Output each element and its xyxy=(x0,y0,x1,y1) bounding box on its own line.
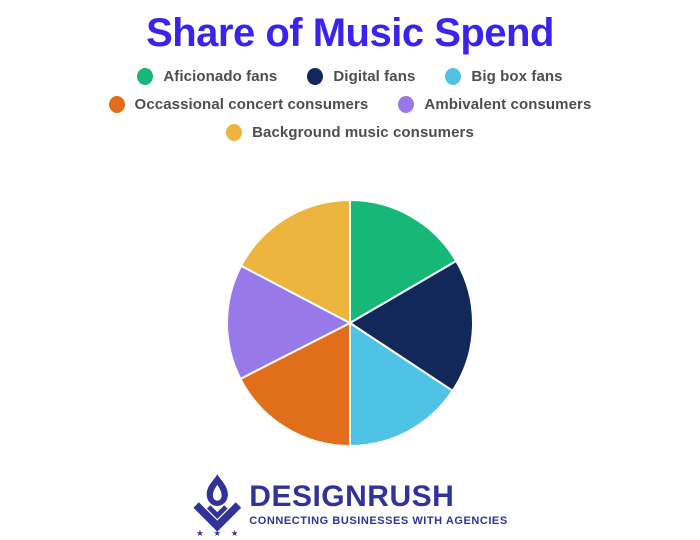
legend-color-dot xyxy=(226,124,243,141)
pie-slice-3 xyxy=(239,322,351,447)
legend-label: Big box fans xyxy=(471,68,563,85)
legend-item: Ambivalent consumers xyxy=(398,96,591,113)
pie-slice-5 xyxy=(240,199,351,324)
designrush-logo: ★ ★ ★ DESIGNRUSH CONNECTING BUSINESSES W… xyxy=(192,473,507,537)
pie-slice-0 xyxy=(349,199,458,324)
legend: Aficionado fans Digital fans Big box fans O… xyxy=(0,68,700,141)
legend-color-dot xyxy=(137,68,154,85)
legend-row: Background music consumers xyxy=(226,124,474,141)
legend-label: Background music consumers xyxy=(252,124,474,141)
legend-color-dot xyxy=(398,96,415,113)
chart-title: Share of Music Spend xyxy=(146,11,554,55)
logo-wordmark: DESIGNRUSH xyxy=(249,480,455,513)
legend-color-dot xyxy=(108,96,125,113)
legend-label: Ambivalent consumers xyxy=(424,96,592,113)
legend-label: Occassional concert consumers xyxy=(134,96,369,113)
star-icon: ★ xyxy=(196,528,204,537)
legend-row: Aficionado fans Digital fans Big box fans xyxy=(137,68,563,85)
pie-slice-1 xyxy=(349,260,474,392)
pie-slice-2 xyxy=(349,322,454,447)
star-icon: ★ xyxy=(213,528,221,537)
designrush-torch-icon: ★ ★ ★ xyxy=(193,474,242,537)
star-icon: ★ xyxy=(231,528,239,537)
legend-color-dot xyxy=(307,68,324,85)
legend-label: Aficionado fans xyxy=(163,68,278,85)
legend-item: Big box fans xyxy=(445,68,563,85)
pie-slice-4 xyxy=(226,264,351,380)
legend-item: Background music consumers xyxy=(226,124,474,141)
legend-color-dot xyxy=(445,68,462,85)
logo-text: DESIGNRUSH CONNECTING BUSINESSES WITH AG… xyxy=(249,473,508,528)
logo-tagline: CONNECTING BUSINESSES WITH AGENCIES xyxy=(249,515,508,527)
pie-chart xyxy=(226,199,474,447)
legend-row: Occassional concert consumers Ambivalent … xyxy=(108,96,592,113)
legend-item: Digital fans xyxy=(307,68,415,85)
legend-item: Occassional concert consumers xyxy=(108,96,369,113)
legend-item: Aficionado fans xyxy=(137,68,277,85)
legend-label: Digital fans xyxy=(333,68,416,85)
